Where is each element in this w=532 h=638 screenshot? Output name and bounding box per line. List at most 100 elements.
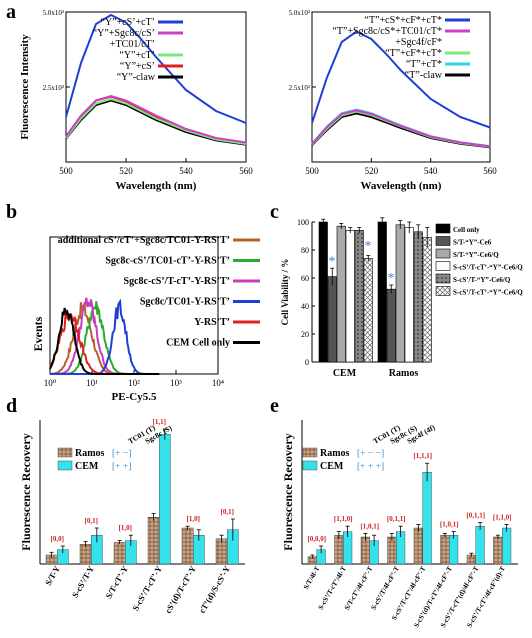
- x-tick-label: 540: [179, 166, 193, 176]
- category-label-1: Ramos: [389, 368, 419, 379]
- legend-label-4: “T”-claw: [405, 70, 443, 81]
- x-tick-label: 500: [305, 166, 319, 176]
- legend-label-2: “T”+cF*+cT*: [385, 48, 442, 59]
- bar-1-1: [386, 288, 396, 363]
- bar-5-1: [449, 535, 459, 565]
- x-tick-label: 540: [424, 166, 438, 176]
- x-axis-label: Wavelength (nm): [116, 180, 197, 192]
- panel-e-chart: Fluorescence Recovery [0,0,0] S/T/4f-T [1,1…: [281, 420, 518, 629]
- bar-7-1: [502, 527, 512, 565]
- histogram-5: [49, 307, 160, 375]
- legend-label-1: Sgc8c-cS’/TC01-cT’-Y-RS’T’: [105, 256, 230, 267]
- panel-a-left-chart: 500 520 540 560 2.5x10³ 5.0x10³ Wavelength (nm…: [19, 9, 253, 192]
- category-label-4: cS’(d)/T-cT’-Y: [163, 564, 198, 615]
- y-axis-label: Events: [31, 316, 45, 351]
- y-axis-label: Cell Viability / %: [280, 259, 290, 326]
- x-tick-label: 10³: [170, 378, 182, 388]
- logic-code-4: [1,1,1]: [413, 452, 432, 460]
- bar-0-4: [354, 230, 364, 363]
- bar-0-5: [363, 258, 373, 363]
- legend-swatch-3: [435, 261, 451, 271]
- logic-code-1: [0,1]: [85, 517, 98, 525]
- legend-label-5: CEM Cell only: [166, 338, 230, 349]
- panel-letter-e: e: [270, 395, 279, 417]
- logic-code-0: [0,0,0]: [307, 535, 326, 543]
- legend-code-1: [+ +]: [112, 462, 131, 472]
- bar-1-2: [395, 224, 405, 363]
- panel-letter-a: a: [6, 1, 16, 23]
- series-line-0: [65, 13, 247, 124]
- legend-label-1: “T”+Sgc8c/cS*+TC01/cT* +Sgc4f/cF*: [332, 26, 442, 48]
- logic-code-3: [1,1]: [153, 418, 166, 426]
- x-tick-label: 520: [365, 166, 379, 176]
- legend-swatch-1: [57, 460, 73, 471]
- logic-code-7: [1,1,0]: [493, 513, 512, 521]
- y-tick-label: 100: [297, 218, 309, 227]
- x-tick-label: 10⁰: [44, 378, 57, 388]
- bar-4-0: [413, 527, 423, 565]
- y-axis-label: Fluorescence Recovery: [281, 433, 295, 550]
- legend-swatch-1: [435, 236, 451, 246]
- category-label-2: S/T-cT’-Y: [103, 564, 130, 600]
- y-tick-label: 5.0x10³: [43, 9, 64, 17]
- bar-1-5: [422, 237, 432, 363]
- category-label-0: S/T/4f-T: [302, 565, 322, 591]
- logic-code-2: [1,0,1]: [360, 522, 379, 530]
- bar-0-2: [336, 225, 346, 363]
- legend-swatch-0: [57, 447, 73, 458]
- series-line-0: [311, 30, 491, 129]
- y-tick-label: 2.5x10³: [289, 84, 310, 92]
- y-axis-label: Fluorescence Intensity: [19, 34, 31, 140]
- significance-1: *: [365, 239, 372, 254]
- legend-swatch-0: [302, 447, 318, 458]
- x-tick-label: 560: [239, 166, 253, 176]
- logic-code-0: [0,0]: [51, 535, 64, 543]
- x-tick-label: 560: [483, 166, 497, 176]
- category-label-0: S/T-Y: [43, 564, 62, 587]
- legend-swatch-5: [435, 286, 451, 296]
- legend-label-2: Sgc8c-cS’/T-cT’-Y-RS’T’: [124, 276, 230, 287]
- legend-swatch-4: [435, 273, 451, 284]
- category-label-0: CEM: [333, 368, 357, 379]
- bar-1-0: [79, 544, 92, 565]
- logic-code-5: [1,0,1]: [440, 521, 459, 529]
- bar-3-0: [387, 536, 397, 565]
- bar-0-0: [318, 221, 328, 363]
- y-tick-label: 20: [301, 330, 309, 339]
- bar-4-1: [422, 472, 432, 565]
- legend-swatch-1: [302, 460, 318, 471]
- significance-0: *: [329, 254, 336, 269]
- y-tick-label: 40: [301, 302, 309, 311]
- legend-label-0: “Y”+cS’+cT’: [100, 17, 155, 28]
- legend-code-0: [+ − −]: [357, 449, 384, 459]
- bar-5-0: [440, 535, 450, 565]
- logic-code-3: [0,1,1]: [387, 515, 406, 523]
- series-line-4: [65, 99, 247, 146]
- y-tick-label: 80: [301, 246, 309, 255]
- legend-code-1: [+ + +]: [357, 462, 384, 472]
- category-label-3: S-cS’/T-cT’-Y: [130, 564, 164, 612]
- panel-d-chart: Fluorescence Recovery [0,0] S/T-Y [0,1] S-cS…: [19, 418, 245, 615]
- category-label-1: S-cS’/T-cT’/4f-T: [317, 565, 348, 611]
- bar-5-0: [215, 538, 228, 565]
- series-line-2: [65, 97, 247, 145]
- logic-code-6: [0,1,1]: [466, 512, 485, 520]
- category-label-3: S-cS’/T/4f-cF’-T: [370, 565, 402, 612]
- bar-1-3: [404, 227, 414, 363]
- legend-label-1: S/T-“Y”-Ce6: [453, 239, 492, 247]
- x-tick-label: 10¹: [86, 378, 98, 388]
- legend-swatch-0: [435, 223, 451, 234]
- bar-6-1: [475, 526, 485, 565]
- y-axis-label: Fluorescence Recovery: [19, 433, 33, 550]
- panel-c-chart: 0 20 40 60 80 100 Cell Viability / % CEM Ramos * *…: [280, 217, 523, 379]
- bar-1-0: [377, 221, 387, 363]
- y-tick-label: 0: [305, 358, 309, 367]
- y-tick-label: 5.0x10³: [289, 9, 310, 17]
- legend-label-4: Y-RS’T’: [194, 317, 230, 328]
- logic-code-4: [1,0]: [187, 515, 200, 523]
- x-tick-label: 10²: [128, 378, 140, 388]
- legend-label-3: S-cS’/T-cT’-“Y”-Ce6/Q: [453, 264, 523, 272]
- logic-code-5: [0,1]: [221, 508, 234, 516]
- legend-label-1: CEM: [320, 461, 344, 472]
